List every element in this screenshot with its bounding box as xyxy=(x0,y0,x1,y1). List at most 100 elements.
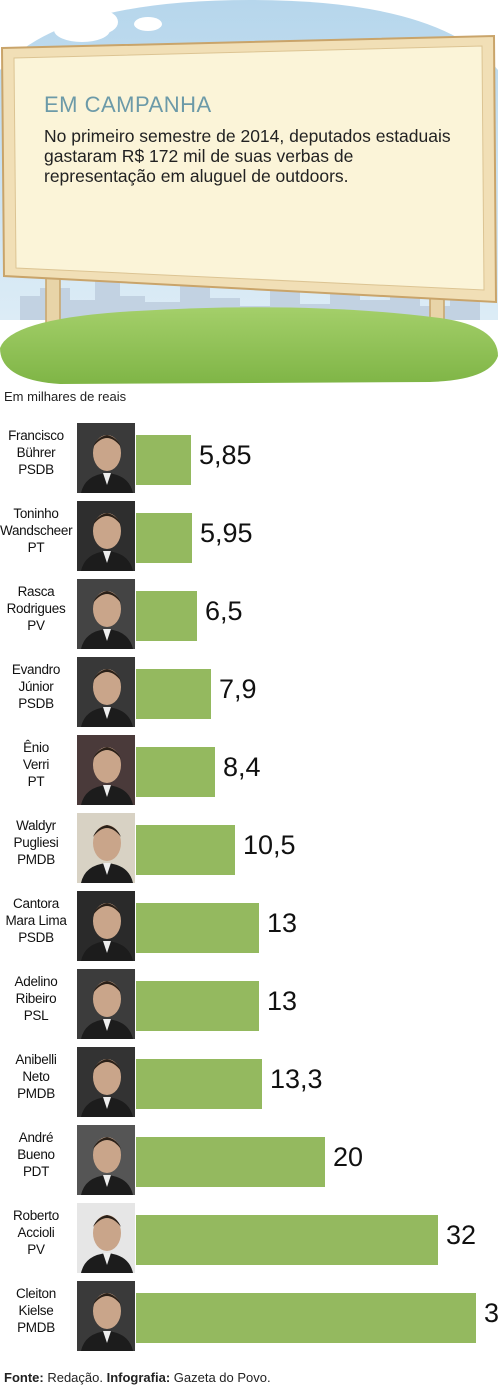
value-label: 13 xyxy=(267,986,298,1016)
portrait-icon xyxy=(77,1203,135,1273)
name-line: Roberto xyxy=(13,1208,59,1223)
portrait-icon xyxy=(77,1047,135,1117)
party-label: PT xyxy=(27,540,45,555)
value-bar xyxy=(136,1137,325,1187)
footer-credits: Fonte: Redação. Infografia: Gazeta do Po… xyxy=(4,1370,271,1385)
chart-row: Roberto Accioli PV 32 xyxy=(0,1203,498,1273)
name-line: Anibelli xyxy=(15,1052,57,1067)
party-label: PDT xyxy=(22,1164,50,1179)
name-line: Toninho xyxy=(13,506,59,521)
name-line: Júnior xyxy=(18,679,54,694)
portrait-icon xyxy=(77,813,135,883)
chart-row: Cleiton Kielse PMDB 36 xyxy=(0,1281,498,1351)
value-label: 36 xyxy=(484,1298,498,1328)
billboard-illustration xyxy=(0,0,498,384)
value-bar xyxy=(136,1215,438,1265)
deputy-name: Roberto Accioli PV xyxy=(0,1207,72,1258)
bar-chart: Francisco Bührer PSDB 5,85 Toninho Wandscheer… xyxy=(0,420,498,1351)
chart-row: Ênio Verri PT 8,4 xyxy=(0,735,498,805)
deputy-name: Rasca Rodrigues PV xyxy=(0,583,72,634)
name-line: Cleiton xyxy=(16,1286,56,1301)
credit-value: Gazeta do Povo. xyxy=(170,1370,271,1385)
chart-row: Adelino Ribeiro PSL 13 xyxy=(0,969,498,1039)
name-line: Waldyr xyxy=(16,818,56,833)
deputy-photo xyxy=(77,813,135,883)
party-label: PMDB xyxy=(17,852,55,867)
name-line: Rodrigues xyxy=(6,601,66,616)
source-label: Fonte: xyxy=(4,1370,44,1385)
portrait-icon xyxy=(77,423,135,493)
portrait-icon xyxy=(77,891,135,961)
party-label: PMDB xyxy=(17,1320,55,1335)
party-label: PMDB xyxy=(17,1086,55,1101)
value-label: 10,5 xyxy=(243,830,296,860)
name-line: Adelino xyxy=(14,974,58,989)
name-line: André xyxy=(18,1130,54,1145)
deputy-photo xyxy=(77,891,135,961)
deputy-photo xyxy=(77,1125,135,1195)
chart-row: Evandro Júnior PSDB 7,9 xyxy=(0,657,498,727)
value-bar xyxy=(136,513,192,563)
portrait-icon xyxy=(77,969,135,1039)
chart-row: Toninho Wandscheer PT 5,95 xyxy=(0,501,498,571)
deputy-name: Waldyr Pugliesi PMDB xyxy=(0,817,72,868)
chart-row: Rasca Rodrigues PV 6,5 xyxy=(0,579,498,649)
value-bar xyxy=(136,825,235,875)
value-bar xyxy=(136,1059,262,1109)
portrait-icon xyxy=(77,735,135,805)
name-line: Mara Lima xyxy=(5,913,67,928)
deputy-photo xyxy=(77,1203,135,1273)
value-bar xyxy=(136,669,211,719)
value-bar xyxy=(136,981,259,1031)
party-label: PSDB xyxy=(18,462,54,477)
name-line: Bührer xyxy=(16,445,56,460)
name-line: Cantora xyxy=(13,896,59,911)
name-line: Francisco xyxy=(8,428,64,443)
chart-subtitle: No primeiro semestre de 2014, deputados … xyxy=(44,126,451,186)
deputy-name: Cleiton Kielse PMDB xyxy=(0,1285,72,1336)
name-line: Verri xyxy=(22,757,50,772)
cloud-icon xyxy=(52,10,162,42)
value-bar xyxy=(136,435,191,485)
deputy-name: Francisco Bührer PSDB xyxy=(0,427,72,478)
chart-row: Anibelli Neto PMDB 13,3 xyxy=(0,1047,498,1117)
chart-title: EM CAMPANHA xyxy=(44,92,212,117)
value-label: 6,5 xyxy=(205,596,243,626)
name-line: Bueno xyxy=(17,1147,55,1162)
value-bar xyxy=(136,1293,476,1343)
source-value: Redação. xyxy=(43,1370,107,1385)
value-label: 32 xyxy=(446,1220,477,1250)
name-line: Ribeiro xyxy=(15,991,57,1006)
name-line: Wandscheer xyxy=(0,523,73,538)
value-bar xyxy=(136,747,215,797)
value-label: 8,4 xyxy=(223,752,261,782)
chart-row: André Bueno PDT 20 xyxy=(0,1125,498,1195)
portrait-icon xyxy=(77,1281,135,1351)
deputy-name: Cantora Mara Lima PSDB xyxy=(0,895,72,946)
name-line: Accioli xyxy=(17,1225,55,1240)
chart-row: Cantora Mara Lima PSDB 13 xyxy=(0,891,498,961)
name-line: Evandro xyxy=(11,662,61,677)
value-label: 20 xyxy=(333,1142,364,1172)
billboard-header: EM CAMPANHA No primeiro semestre de 2014… xyxy=(0,0,498,385)
chart-row: Francisco Bührer PSDB 5,85 xyxy=(0,423,498,493)
chart-row: Waldyr Pugliesi PMDB 10,5 xyxy=(0,813,498,883)
deputy-name: André Bueno PDT xyxy=(0,1129,72,1180)
value-label: 13 xyxy=(267,908,298,938)
name-line: Rasca xyxy=(17,584,55,599)
credit-label: Infografia: xyxy=(106,1370,171,1385)
deputy-photo xyxy=(77,969,135,1039)
portrait-icon xyxy=(77,1125,135,1195)
deputy-photo xyxy=(77,501,135,571)
deputy-photo xyxy=(77,579,135,649)
value-bar xyxy=(136,591,197,641)
portrait-icon xyxy=(77,657,135,727)
value-label: 5,85 xyxy=(199,440,252,470)
deputy-name: Evandro Júnior PSDB xyxy=(0,661,72,712)
party-label: PSL xyxy=(23,1008,49,1023)
deputy-photo xyxy=(77,1047,135,1117)
name-line: Kielse xyxy=(18,1303,54,1318)
name-line: Ênio xyxy=(23,740,49,755)
party-label: PT xyxy=(27,774,45,789)
value-bar xyxy=(136,903,259,953)
